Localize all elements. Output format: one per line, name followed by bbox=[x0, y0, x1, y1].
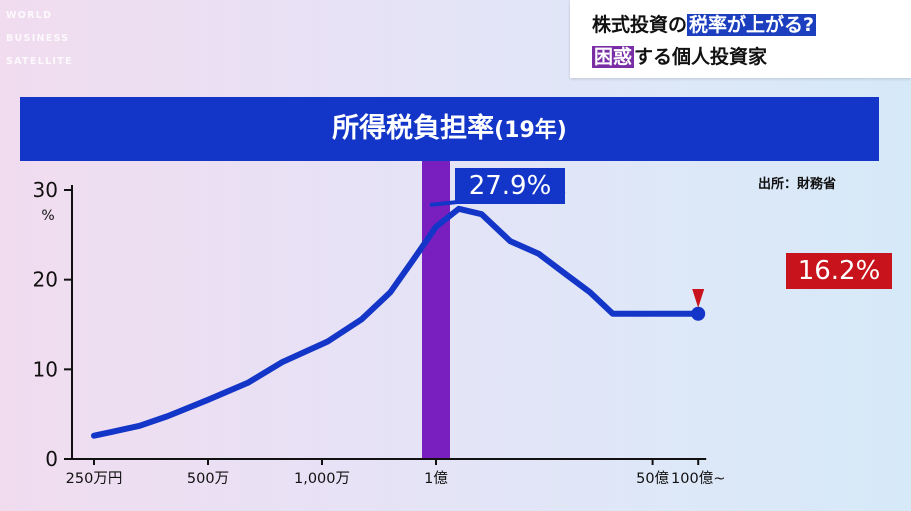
headline-line1-prefix: 株式投資の bbox=[592, 14, 688, 36]
y-tick-label: 0 bbox=[45, 447, 58, 471]
source-label: 出所：財務省 bbox=[758, 177, 837, 192]
logo-line-2: BUSINESS bbox=[6, 33, 70, 44]
x-tick-label: 50億 bbox=[636, 470, 669, 487]
end-point-marker bbox=[691, 306, 706, 321]
x-tick-label: 100億~ bbox=[671, 470, 725, 487]
data-point bbox=[538, 253, 540, 255]
highlight-band-layer bbox=[422, 161, 450, 459]
headline-line2-highlight: 困惑 bbox=[592, 46, 635, 68]
data-point bbox=[167, 415, 169, 417]
series-line bbox=[91, 205, 702, 439]
logo-line-3: SATELLITE bbox=[6, 56, 73, 67]
data-point bbox=[327, 341, 329, 342]
headline-line-1: 株式投資の 税率が上がる? bbox=[592, 10, 817, 37]
chart-title-bar: 所得税負担率(19年) bbox=[20, 97, 879, 161]
x-tick-label: 500万 bbox=[187, 471, 229, 487]
y-tick-label: 20 bbox=[33, 268, 58, 292]
data-point bbox=[481, 213, 483, 215]
data-point bbox=[612, 313, 614, 315]
chart-title-sub: (19年) bbox=[494, 118, 567, 143]
data-point bbox=[110, 431, 112, 433]
headline-line-2: 困惑 する個人投資家 bbox=[592, 42, 767, 69]
data-point bbox=[566, 274, 568, 276]
headline-box: 株式投資の 税率が上がる? 困惑 する個人投資家 bbox=[570, 0, 911, 78]
x-tick-label: 250万円 bbox=[66, 471, 123, 487]
x-tick-label: 1億 bbox=[424, 470, 448, 487]
logo-line-1: WORLD bbox=[6, 10, 53, 21]
x-tick-label: 1,000万 bbox=[294, 471, 350, 487]
data-point bbox=[361, 318, 363, 320]
annotation-pointers bbox=[429, 189, 705, 308]
data-point bbox=[389, 291, 391, 293]
peak-callout: 27.9% bbox=[455, 168, 565, 204]
headline-line2-suffix: する個人投資家 bbox=[634, 46, 768, 68]
data-point bbox=[93, 435, 95, 437]
y-tick-label: 10 bbox=[33, 357, 58, 381]
chart-title-main: 所得税負担率 bbox=[332, 113, 495, 144]
data-point bbox=[509, 240, 511, 242]
y-axis-unit: % bbox=[41, 208, 54, 224]
data-point bbox=[435, 226, 437, 228]
highlight-band-1oku bbox=[422, 161, 450, 459]
end-callout: 16.2% bbox=[786, 253, 892, 289]
y-tick-label: 30 bbox=[33, 178, 58, 202]
data-point bbox=[652, 313, 654, 315]
data-point bbox=[207, 399, 209, 401]
data-point bbox=[139, 425, 141, 427]
broadcast-logo: WORLD BUSINESS SATELLITE bbox=[6, 4, 73, 73]
axes: 0 10 20 30% 250万円 500万 1,000万 1億 50億 100億~ bbox=[33, 178, 726, 487]
headline-line1-highlight: 税率が上がる? bbox=[687, 14, 817, 36]
end-pointer bbox=[692, 289, 705, 308]
data-point bbox=[412, 259, 414, 261]
series-layer bbox=[91, 205, 706, 439]
data-point bbox=[589, 291, 591, 293]
data-point bbox=[458, 208, 460, 210]
data-point bbox=[281, 361, 283, 363]
data-point bbox=[247, 382, 249, 384]
